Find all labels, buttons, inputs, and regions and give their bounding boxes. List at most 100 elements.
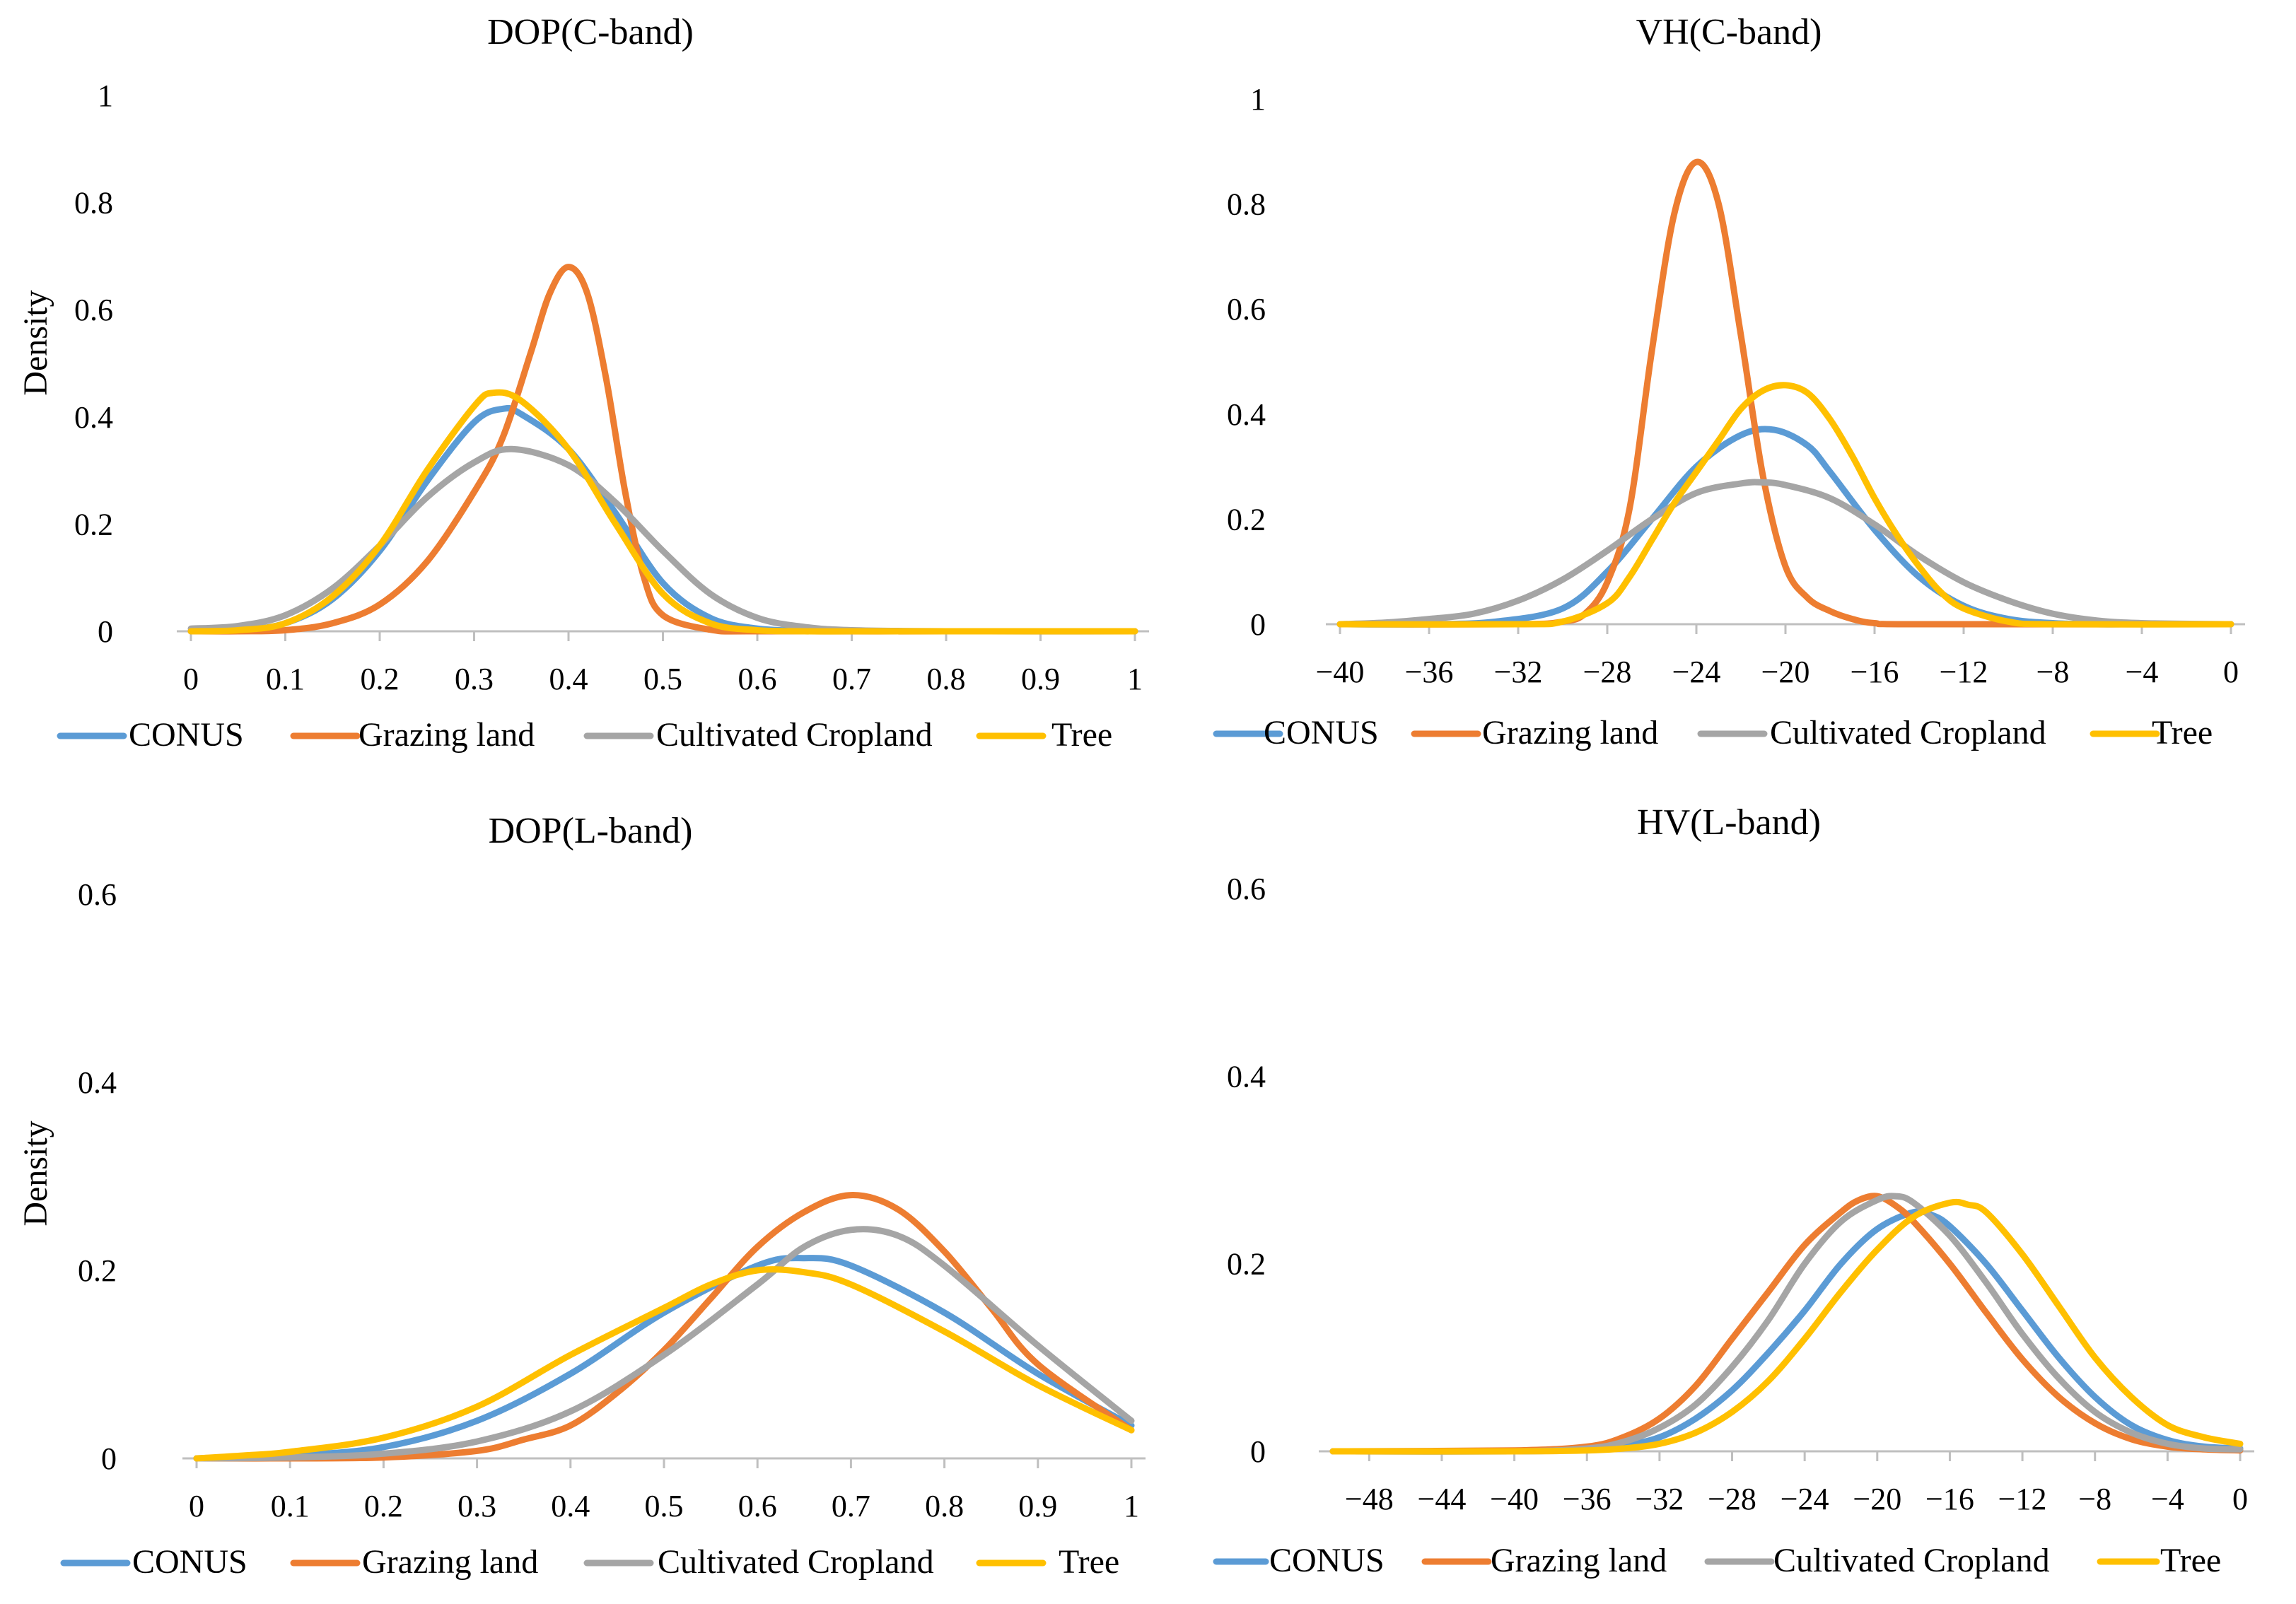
y-tick-label: 0.2 bbox=[78, 1253, 117, 1288]
chart-title: DOP(L-band) bbox=[489, 811, 693, 851]
y-tick-label: 0.4 bbox=[1227, 397, 1266, 432]
chart-title: DOP(C-band) bbox=[487, 12, 694, 52]
x-tick-label: 0.8 bbox=[925, 1489, 964, 1523]
series-line-cultivated-cropland bbox=[193, 1226, 1135, 1462]
legend-label: Grazing land bbox=[359, 716, 535, 754]
y-tick-label: 0.4 bbox=[78, 1065, 117, 1100]
chart-dop-l-band: DOP(L-band) Density 0 0.1 0.2 0.3 0.4 0.5 0.6 0… bbox=[17, 811, 1146, 1581]
x-tick-label: 1 bbox=[1127, 662, 1143, 696]
chart-title: VH(C-band) bbox=[1636, 12, 1822, 52]
legend-label: CONUS bbox=[132, 1543, 247, 1581]
x-tick-label: −48 bbox=[1345, 1482, 1394, 1516]
x-tick-label: 1 bbox=[1124, 1489, 1139, 1523]
x-tick-label: 0.6 bbox=[738, 1489, 777, 1523]
chart-hv-l-band: HV(L-band) −48 −44 −40 −36 −32 −28 −24 −20 −16 −1… bbox=[1213, 802, 2254, 1579]
series-line-conus bbox=[1336, 426, 2234, 628]
y-tick-label: 0.2 bbox=[1227, 1247, 1266, 1282]
x-tick-label: 0.7 bbox=[832, 662, 871, 696]
legend-label: Tree bbox=[2160, 1542, 2221, 1579]
x-tick-label: −40 bbox=[1490, 1482, 1539, 1516]
y-tick-label: 1 bbox=[98, 78, 113, 113]
legend-label: CONUS bbox=[1264, 714, 1379, 751]
x-tick-label: −36 bbox=[1405, 655, 1454, 689]
x-tick-label: −4 bbox=[2151, 1482, 2184, 1516]
x-tick-label: 0.5 bbox=[645, 1489, 684, 1523]
chart-vh-c-band: VH(C-band) −40 −36 −32 −28 −24 −20 −16 −12 −8 −4 0… bbox=[1213, 12, 2245, 751]
series-line-grazing-land bbox=[187, 264, 1138, 635]
legend-label: Tree bbox=[2152, 714, 2213, 751]
legend-label: Cultivated Cropland bbox=[1773, 1542, 2050, 1579]
x-tick-label: 0.7 bbox=[832, 1489, 870, 1523]
x-tick-label: 0 bbox=[2232, 1482, 2248, 1516]
y-tick-label: 0.6 bbox=[78, 877, 117, 912]
y-tick-label: 0.4 bbox=[1227, 1059, 1266, 1094]
x-tick-label: −8 bbox=[2036, 655, 2070, 689]
x-tick-label: −40 bbox=[1316, 655, 1365, 689]
legend-label: Grazing land bbox=[362, 1543, 538, 1581]
y-tick-label: 0 bbox=[1250, 607, 1266, 642]
x-tick-label: −24 bbox=[1781, 1482, 1829, 1516]
series-line-tree bbox=[187, 389, 1138, 635]
x-tick-label: 0.9 bbox=[1018, 1489, 1057, 1523]
x-tick-label: −20 bbox=[1853, 1482, 1901, 1516]
x-tick-label: −16 bbox=[1851, 655, 1899, 689]
legend-label: Tree bbox=[1051, 716, 1112, 754]
y-tick-label: 1 bbox=[1250, 82, 1266, 117]
y-tick-label: 0.2 bbox=[1227, 502, 1266, 537]
legend-label: CONUS bbox=[129, 716, 244, 754]
series-line-cultivated-cropland bbox=[1329, 1193, 2244, 1455]
legend-label: Grazing land bbox=[1491, 1542, 1667, 1579]
series-line-cultivated-cropland bbox=[1336, 479, 2234, 628]
series-line-conus bbox=[193, 1255, 1135, 1462]
x-tick-label: −32 bbox=[1494, 655, 1543, 689]
x-tick-label: −12 bbox=[1940, 655, 1988, 689]
y-tick-label: 0.6 bbox=[1227, 292, 1266, 327]
series-line-grazing-land bbox=[1336, 158, 2234, 628]
x-tick-label: −4 bbox=[2126, 655, 2159, 689]
x-tick-label: 0.5 bbox=[643, 662, 682, 696]
legend-label: CONUS bbox=[1269, 1542, 1385, 1579]
series-line-cultivated-cropland bbox=[187, 445, 1138, 635]
x-tick-label: −28 bbox=[1583, 655, 1632, 689]
x-tick-label: −32 bbox=[1635, 1482, 1684, 1516]
x-tick-label: −24 bbox=[1672, 655, 1721, 689]
chart-title: HV(L-band) bbox=[1637, 802, 1821, 843]
y-tick-label: 0.8 bbox=[1227, 187, 1266, 222]
y-tick-label: 0.8 bbox=[74, 186, 113, 221]
x-tick-label: 0.8 bbox=[927, 662, 966, 696]
x-tick-label: −20 bbox=[1761, 655, 1810, 689]
x-tick-label: −12 bbox=[1998, 1482, 2047, 1516]
legend-label: Cultivated Cropland bbox=[656, 716, 933, 754]
x-tick-label: 0 bbox=[183, 662, 199, 696]
legend-label: Tree bbox=[1059, 1543, 1119, 1581]
x-tick-label: 0.4 bbox=[551, 1489, 590, 1523]
legend-label: Cultivated Cropland bbox=[658, 1543, 934, 1581]
x-tick-label: 0.1 bbox=[266, 662, 305, 696]
y-tick-label: 0.6 bbox=[1227, 872, 1266, 906]
x-tick-label: 0.1 bbox=[271, 1489, 310, 1523]
series-line-grazing-land bbox=[193, 1192, 1135, 1462]
x-tick-label: 0.3 bbox=[458, 1489, 496, 1523]
y-tick-label: 0 bbox=[98, 614, 113, 649]
x-tick-label: 0.6 bbox=[738, 662, 777, 696]
series-line-tree bbox=[1329, 1198, 2244, 1455]
x-tick-label: 0.4 bbox=[549, 662, 588, 696]
chart-dop-c-band: DOP(C-band) Density 0 0.1 0.2 0.3 0.4 0.5 0.6 0… bbox=[17, 12, 1149, 754]
x-tick-label: −8 bbox=[2078, 1482, 2111, 1516]
series-line-tree bbox=[193, 1266, 1135, 1462]
x-tick-label: −36 bbox=[1563, 1482, 1612, 1516]
x-tick-label: 0.2 bbox=[361, 662, 400, 696]
x-tick-label: 0.3 bbox=[455, 662, 494, 696]
y-tick-label: 0.4 bbox=[74, 400, 113, 435]
x-tick-label: −44 bbox=[1418, 1482, 1467, 1516]
x-tick-label: 0 bbox=[2223, 655, 2239, 689]
y-tick-label: 0.6 bbox=[74, 293, 113, 327]
y-tick-label: 0 bbox=[101, 1441, 117, 1476]
y-tick-label: 0.2 bbox=[74, 507, 113, 542]
legend-label: Cultivated Cropland bbox=[1770, 714, 2046, 751]
x-tick-label: 0 bbox=[189, 1489, 204, 1523]
x-tick-label: −16 bbox=[1925, 1482, 1974, 1516]
legend-label: Grazing land bbox=[1482, 714, 1658, 751]
x-tick-label: 0.2 bbox=[364, 1489, 403, 1523]
